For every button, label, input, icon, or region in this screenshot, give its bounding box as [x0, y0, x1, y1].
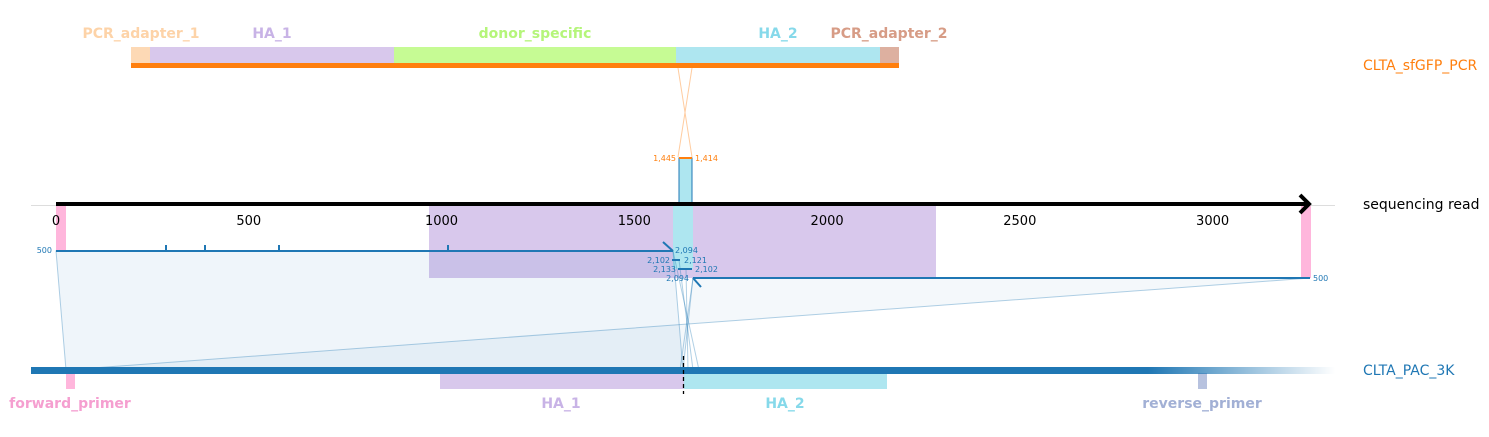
right-alignment-end-hook	[692, 277, 702, 288]
pcr-sequence-bar	[131, 63, 899, 68]
read-tick-label: 3000	[1196, 214, 1229, 229]
pcr-alignment-label-left: 1,445	[653, 154, 676, 163]
read-ha-2-region	[673, 205, 693, 269]
ref-feature-label-ha-1: HA_1	[541, 396, 580, 412]
read-tick-label: 2000	[811, 214, 844, 229]
read-reverse-primer-region	[1301, 205, 1311, 278]
read-alignments: 500 2,094 2,102 2,121 2,133 2,102 2,094 …	[37, 241, 1328, 288]
pcr-alignment-block	[678, 157, 693, 206]
pcr-feature-pcr-adapter-2	[880, 47, 899, 64]
ref-feature-label-ha-2: HA_2	[765, 396, 804, 412]
pcr-track: PCR_adapter_1 HA_1 donor_specific HA_2 P…	[82, 26, 1477, 74]
alignment-link-line	[685, 268, 689, 371]
ref-feature-forward-primer	[66, 373, 75, 389]
read-tick-label: 1000	[425, 214, 458, 229]
alignment-link-line	[679, 277, 694, 371]
pcr-link-line	[677, 67, 693, 158]
pcr-alignment-marks: 1,445 1,414	[653, 154, 718, 163]
pcr-feature-label-ha-1: HA_1	[252, 26, 291, 42]
pcr-feature-donor-specific	[394, 47, 676, 64]
alignment-label-left-mid-b: 2,133	[653, 265, 676, 274]
ref-feature-label-reverse-primer: reverse_primer	[1142, 396, 1262, 412]
pcr-feature-ha-2	[676, 47, 880, 64]
pcr-feature-ha-1	[150, 47, 394, 64]
read-axis-ticks: 0 500 1000 1500 2000 2500 3000	[52, 214, 1229, 229]
alignment-link-line	[672, 250, 700, 371]
alignment-label-left-mid-a: 2,102	[647, 256, 670, 265]
ref-sequence-bar-fade	[1148, 367, 1335, 374]
pcr-feature-label-pcr-adapter-1: PCR_adapter_1	[82, 26, 199, 42]
pcr-alignment-lines	[677, 67, 693, 158]
read-forward-primer-region	[56, 205, 66, 251]
alignment-label-right-start: 500	[1313, 274, 1328, 283]
ref-feature-reverse-primer	[1198, 373, 1207, 389]
alignment-link-line	[678, 259, 694, 371]
pcr-alignment-label-right: 1,414	[695, 154, 718, 163]
read-direction-arrowhead	[1298, 193, 1312, 215]
alignment-label-right-mid-a: 2,121	[684, 256, 707, 265]
read-tick-label: 2500	[1003, 214, 1036, 229]
alignment-label-right-mid-b: 2,102	[695, 265, 718, 274]
pcr-feature-label-ha-2: HA_2	[758, 26, 797, 42]
pcr-track-name: CLTA_sfGFP_PCR	[1363, 58, 1477, 74]
ref-track-name: CLTA_PAC_3K	[1363, 363, 1455, 379]
read-track: sequencing read 0 500 1000 1500 2000 250…	[52, 193, 1479, 229]
ref-sequence-bar-solid	[31, 367, 1148, 374]
pcr-feature-label-pcr-adapter-2: PCR_adapter_2	[830, 26, 947, 42]
read-tick-label: 0	[52, 214, 60, 229]
read-tick-label: 1500	[618, 214, 651, 229]
left-alignment-end-hook	[662, 241, 674, 252]
read-tick-label: 500	[236, 214, 261, 229]
alignment-label-left-start: 500	[37, 246, 52, 255]
ref-feature-ha-1	[440, 373, 684, 389]
alignment-label-right-end: 2,094	[666, 274, 689, 283]
alignment-label-left-end: 2,094	[675, 246, 698, 255]
reference-track: forward_primer HA_1 HA_2 reverse_primer …	[9, 356, 1455, 412]
read-track-name: sequencing read	[1363, 197, 1479, 213]
pcr-feature-pcr-adapter-1	[131, 47, 150, 64]
pcr-feature-label-donor-specific: donor_specific	[479, 26, 592, 42]
ref-feature-ha-2	[684, 373, 887, 389]
ref-feature-label-forward-primer: forward_primer	[9, 396, 131, 412]
